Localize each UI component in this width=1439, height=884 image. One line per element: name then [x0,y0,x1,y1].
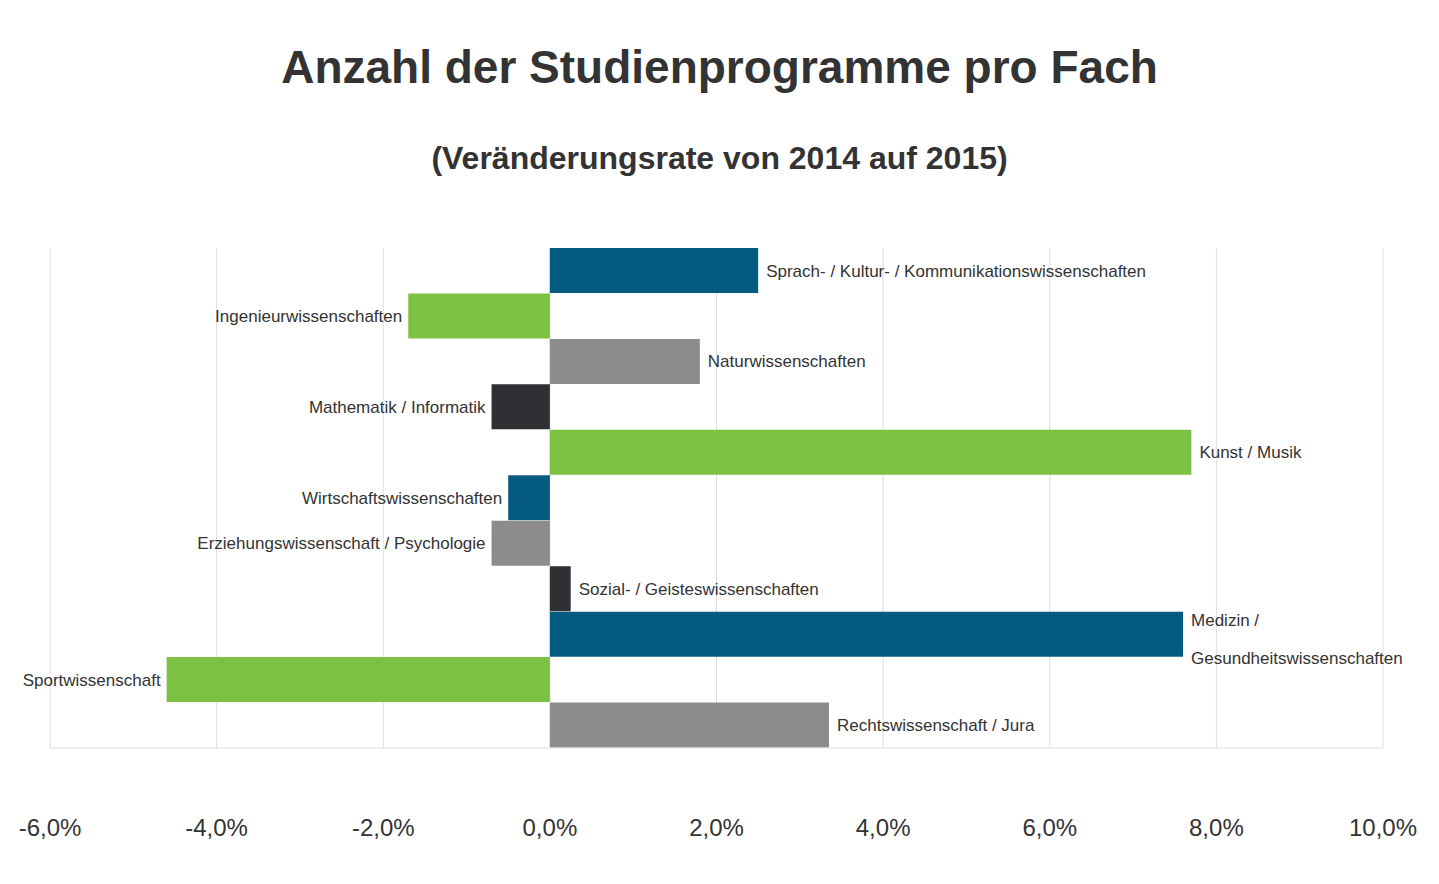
svg-text:Rechtswissenschaft / Jura: Rechtswissenschaft / Jura [837,716,1035,735]
svg-text:Sprach- / Kultur- / Kommunikat: Sprach- / Kultur- / Kommunikationswissen… [766,262,1146,281]
svg-text:-2,0%: -2,0% [352,814,415,841]
svg-text:Ingenieurwissenschaften: Ingenieurwissenschaften [215,307,402,326]
svg-text:Medizin /Gesundheitswissenscha: Medizin /Gesundheitswissenschaften [1191,611,1403,668]
svg-text:Sportwissenschaft: Sportwissenschaft [23,671,161,690]
svg-text:Kunst / Musik: Kunst / Musik [1199,443,1302,462]
svg-text:-6,0%: -6,0% [19,814,82,841]
svg-text:Sozial- / Geisteswissenschafte: Sozial- / Geisteswissenschaften [579,580,819,599]
svg-text:4,0%: 4,0% [856,814,911,841]
svg-text:6,0%: 6,0% [1022,814,1077,841]
svg-text:Erziehungswissenschaft / Psych: Erziehungswissenschaft / Psychologie [197,534,485,553]
svg-text:Naturwissenschaften: Naturwissenschaften [708,352,866,371]
svg-text:10,0%: 10,0% [1349,814,1417,841]
svg-text:2,0%: 2,0% [689,814,744,841]
svg-text:0,0%: 0,0% [523,814,578,841]
svg-text:8,0%: 8,0% [1189,814,1244,841]
html-text:Anzahl der Studienprogramme pr: Anzahl der Studienprogramme pro Fach [281,41,1158,93]
svg-text:Mathematik / Informatik: Mathematik / Informatik [309,398,486,417]
svg-text:-4,0%: -4,0% [185,814,248,841]
html-text:(Veränderungsrate von 2014 auf: (Veränderungsrate von 2014 auf 2015) [431,140,1008,176]
svg-text:Wirtschaftswissenschaften: Wirtschaftswissenschaften [302,489,502,508]
